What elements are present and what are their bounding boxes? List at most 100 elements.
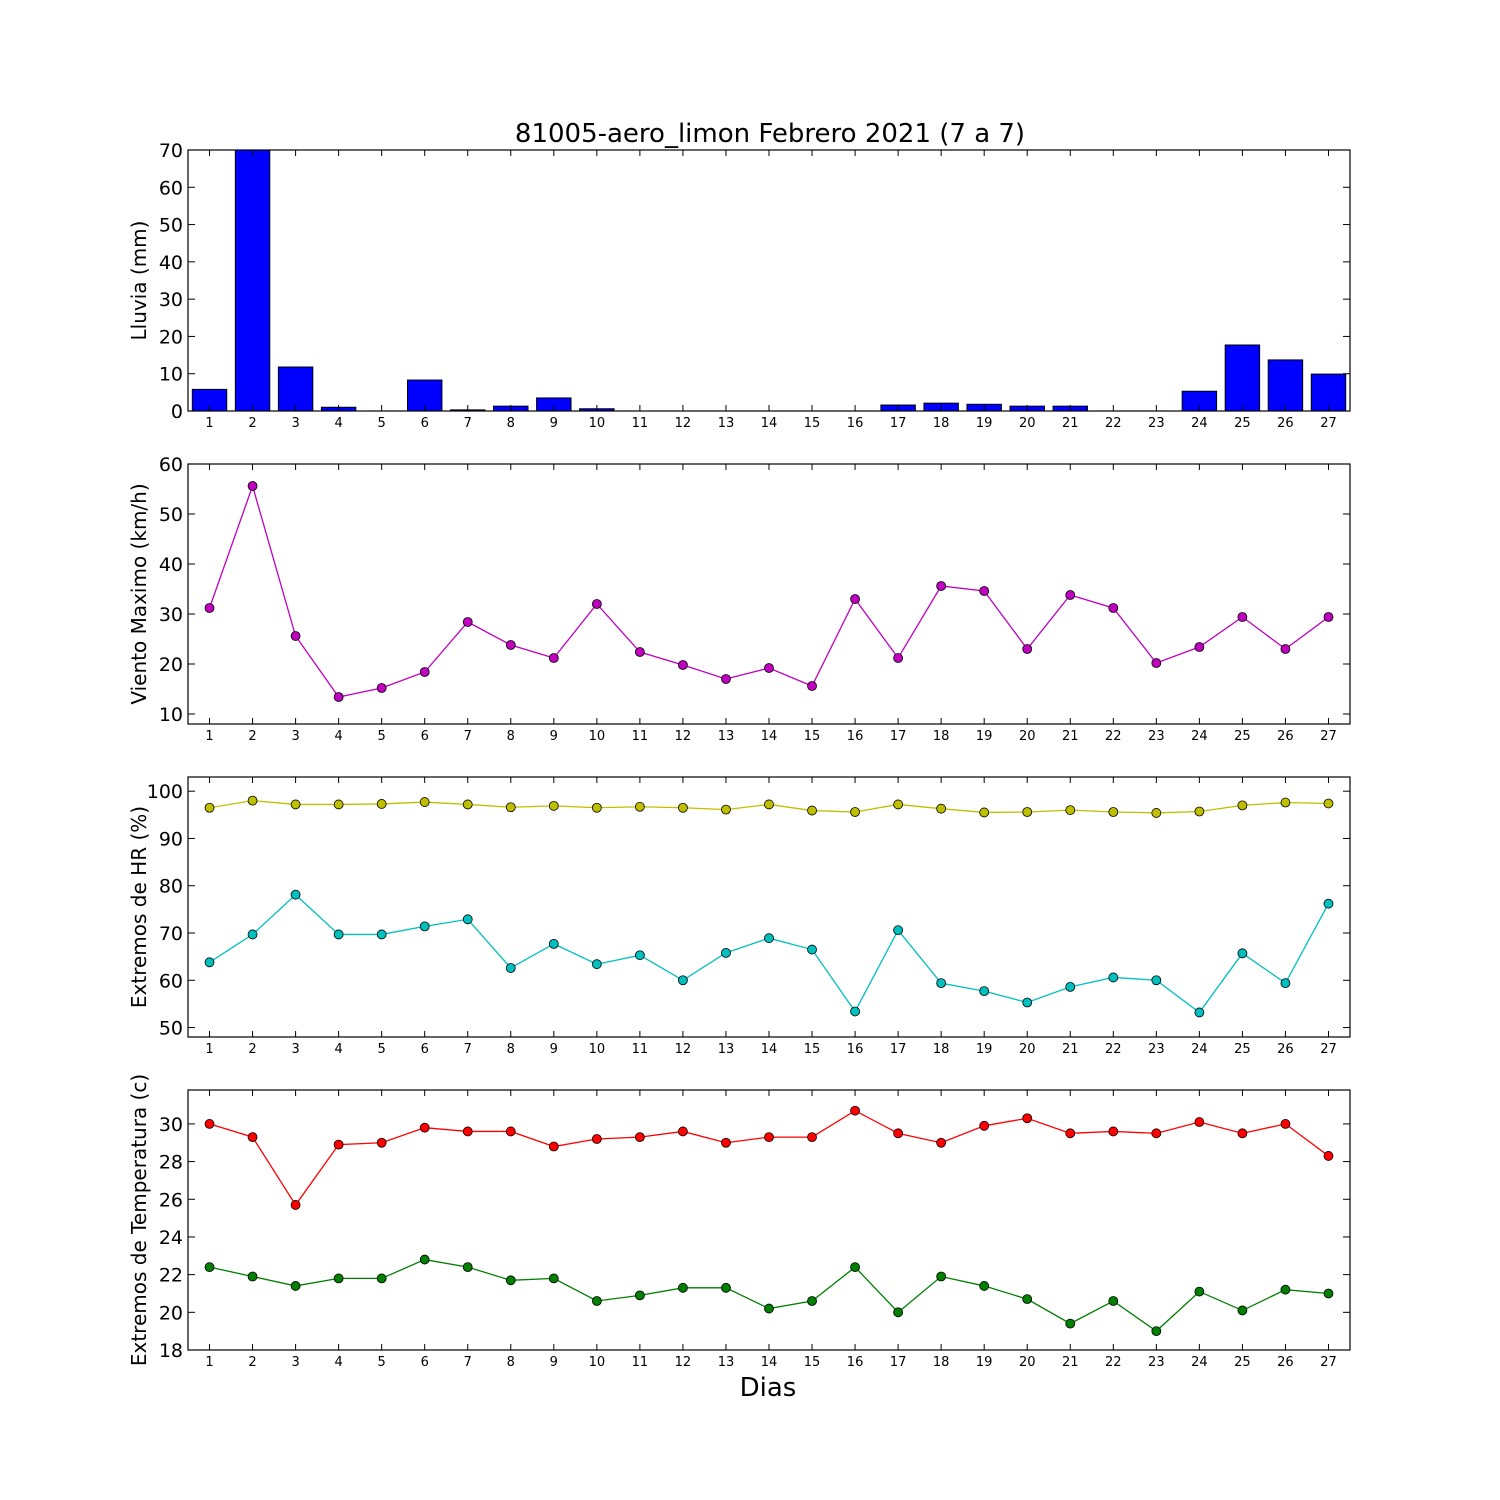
series-1-point-day-18 [936,803,947,814]
x-tick-label: 9 [550,1355,558,1370]
x-tick-label: 4 [334,416,342,431]
series-2-point-day-16 [850,1006,860,1017]
x-tick-label: 12 [675,729,692,744]
series-1-point-day-19 [979,807,990,818]
series-1-point-day-23 [1151,1128,1162,1139]
series-1-point-day-12 [678,660,688,670]
y-tick-label: 70 [159,140,183,162]
series-2-point-day-21 [1065,1318,1076,1329]
x-tick-label: 24 [1191,1355,1208,1370]
series-1-point-day-8 [505,640,516,650]
series-1-point-day-4 [333,799,344,810]
x-tick-label: 25 [1234,1042,1251,1057]
bar-day-27 [1310,373,1347,412]
x-tick-label: 2 [248,416,256,431]
y-tick-label: 70 [159,923,183,945]
series-1-point-day-2 [247,481,258,491]
series-2-point-day-13 [721,1282,731,1293]
series-1-point-day-8 [505,1126,516,1137]
series-1-point-day-5 [376,1137,387,1148]
series-2-point-day-20 [1022,997,1033,1008]
x-tick-label: 11 [632,1042,649,1057]
series-1-point-day-3 [290,631,301,641]
x-tick-label: 5 [378,416,386,431]
series-1-point-day-9 [548,653,559,663]
x-tick-label: 23 [1148,416,1165,431]
series-1-point-day-22 [1108,1126,1119,1137]
series-2-point-day-4 [333,1273,344,1284]
x-tick-label: 19 [976,1042,993,1057]
x-tick-label: 11 [632,729,649,744]
y-tick-label: 0 [171,401,183,423]
series-2-point-day-5 [376,929,387,940]
series-2-point-day-14 [764,933,774,944]
x-axis-label: Dias [740,1373,797,1403]
series-1-point-day-21 [1065,1128,1076,1139]
series-1-point-day-6 [419,797,430,807]
x-tick-label: 22 [1105,729,1122,744]
x-tick-label: 6 [421,729,429,744]
x-tick-label: 21 [1062,729,1079,744]
series-1-point-day-8 [505,802,516,813]
y-axis-label: Lluvia (mm) [127,221,151,341]
x-tick-label: 23 [1148,1042,1165,1057]
series-1-point-day-25 [1237,1128,1248,1139]
x-tick-label: 10 [589,416,606,431]
x-tick-label: 25 [1234,1355,1251,1370]
y-tick-label: 28 [159,1152,183,1174]
x-tick-label: 3 [291,1042,299,1057]
series-2-point-day-12 [678,1282,688,1293]
series-1-point-day-12 [678,1126,688,1137]
series-2-point-day-17 [893,925,904,936]
series-1-point-day-14 [764,1132,774,1142]
x-tick-label: 13 [718,1042,735,1057]
panel-frame [187,776,1351,1038]
series-2-point-day-18 [936,1271,947,1282]
series-1-point-day-17 [893,799,904,810]
x-tick-label: 9 [550,1042,558,1057]
y-tick-label: 90 [159,828,183,850]
series-1-point-day-18 [936,581,947,591]
y-tick-label: 20 [159,1302,183,1324]
series-1-point-day-14 [764,663,774,673]
x-tick-label: 12 [675,1355,692,1370]
series-1-point-day-1 [204,1119,215,1129]
y-tick-label: 18 [159,1340,183,1362]
series-2-line [209,893,1330,1014]
series-1-point-day-25 [1237,800,1248,811]
series-1-point-day-15 [807,681,817,691]
series-2-point-day-10 [591,959,602,970]
series-2-point-day-8 [505,963,516,973]
x-tick-label: 16 [847,1355,864,1370]
series-2-point-day-13 [721,947,731,958]
y-tick-label: 30 [159,604,183,626]
series-1-point-day-24 [1194,806,1205,817]
series-1-point-day-19 [979,1120,990,1131]
series-2-point-day-10 [591,1296,602,1306]
series-1-point-day-26 [1280,797,1291,808]
series-1-point-day-21 [1065,805,1076,815]
series-2-point-day-23 [1151,975,1162,986]
series-1-point-day-6 [419,667,430,677]
series-1-point-day-23 [1151,808,1162,818]
y-tick-label: 26 [159,1189,183,1211]
series-1-point-day-4 [333,692,344,702]
x-tick-label: 25 [1234,416,1251,431]
series-1-point-day-2 [247,1132,258,1142]
x-tick-label: 2 [248,1042,256,1057]
x-tick-label: 1 [205,1042,213,1057]
x-tick-label: 22 [1105,1355,1122,1370]
y-tick-label: 60 [159,454,183,476]
series-1-point-day-6 [419,1122,430,1133]
x-tick-label: 4 [334,1355,342,1370]
x-tick-label: 9 [550,416,558,431]
x-tick-label: 17 [890,729,907,744]
x-tick-label: 7 [464,416,472,431]
series-2-point-day-6 [419,921,430,932]
series-1-point-day-16 [850,594,860,604]
series-2-point-day-18 [936,978,947,989]
x-tick-label: 8 [507,1355,515,1370]
